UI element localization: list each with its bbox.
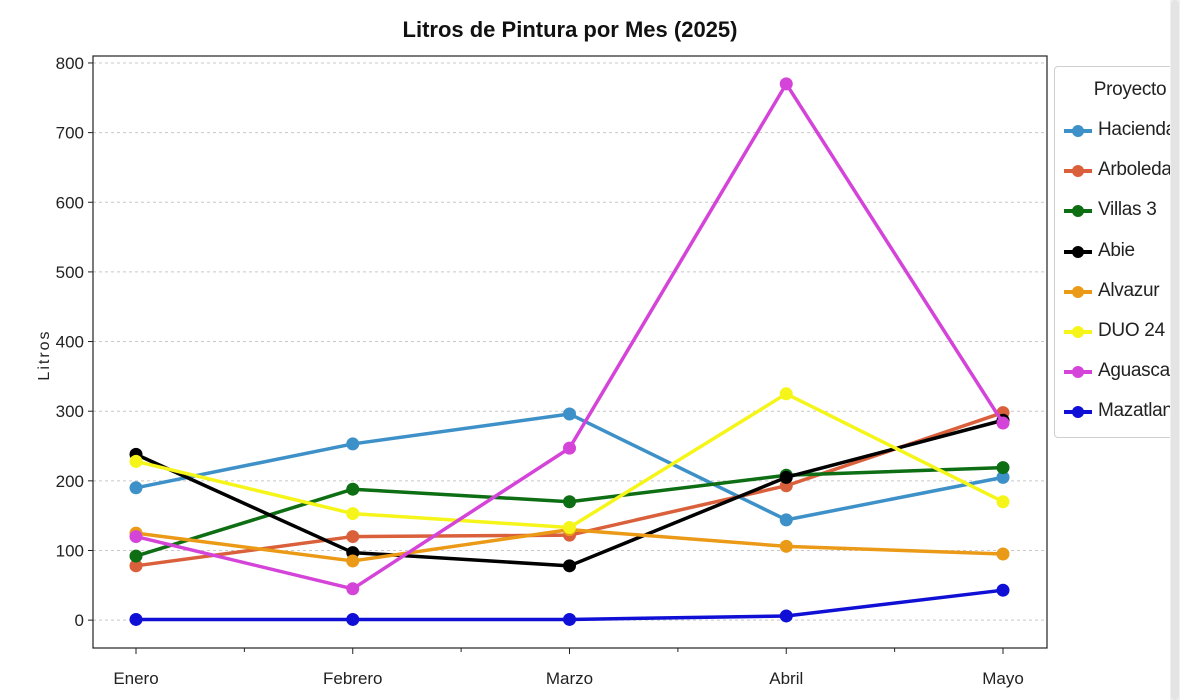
y-axis-ticks: 0 100 200 300 400 500 600 700 800 xyxy=(56,54,93,630)
data-point xyxy=(346,507,360,521)
x-axis-ticks: Enero Febrero Marzo Abril Mayo xyxy=(113,648,1024,688)
chart-title: Litros de Pintura por Mes (2025) xyxy=(403,17,738,42)
legend-item: Hacienda S xyxy=(1055,119,1180,149)
x-tick-label: Febrero xyxy=(323,669,383,688)
data-point xyxy=(563,559,576,573)
x-tick-label: Marzo xyxy=(546,669,593,688)
x-tick-label: Mayo xyxy=(982,669,1024,688)
legend-item: Arboleda xyxy=(1055,159,1180,189)
data-point xyxy=(129,559,143,573)
legend-swatch-marker xyxy=(1072,406,1084,419)
x-tick-label: Enero xyxy=(113,669,158,688)
legend-item: Abie xyxy=(1055,240,1180,270)
legend-title: Proyecto xyxy=(1093,79,1167,100)
data-point xyxy=(996,416,1010,430)
data-point xyxy=(129,530,143,544)
series xyxy=(129,387,1010,535)
series xyxy=(129,407,1010,527)
data-point xyxy=(563,441,576,455)
legend-swatch xyxy=(1064,285,1092,298)
legend-swatch xyxy=(1064,205,1092,218)
legend-swatch-marker xyxy=(1072,205,1084,218)
series xyxy=(129,583,1010,626)
legend-swatch-marker xyxy=(1072,125,1084,137)
data-point xyxy=(996,470,1010,484)
data-point xyxy=(779,470,793,484)
data-point xyxy=(129,549,143,563)
legend-item: Alvazur xyxy=(1055,280,1180,310)
y-axis-label: Litros xyxy=(36,329,53,380)
legend-label: Abie xyxy=(1098,239,1135,261)
legend-swatch-marker xyxy=(1072,165,1084,178)
data-point xyxy=(996,495,1010,509)
y-tick-label: 800 xyxy=(56,54,84,73)
data-point xyxy=(346,437,360,451)
legend-swatch xyxy=(1064,125,1092,137)
legend-label: Aguascalie xyxy=(1098,360,1180,382)
data-point xyxy=(996,547,1010,561)
series xyxy=(129,406,1010,573)
legend-label: Arboleda xyxy=(1098,159,1172,181)
scrollbar-thumb[interactable] xyxy=(1171,0,1179,700)
data-point xyxy=(129,454,143,468)
data-point xyxy=(779,539,793,553)
legend-label: Alvazur xyxy=(1098,279,1160,301)
data-point xyxy=(563,521,576,535)
y-tick-label: 300 xyxy=(56,402,84,421)
data-point xyxy=(779,387,793,401)
y-tick-label: 400 xyxy=(56,333,84,352)
y-tick-label: 600 xyxy=(56,193,84,212)
data-point xyxy=(563,612,576,626)
legend-item: Mazatlan xyxy=(1055,400,1180,430)
legend-item: Villas 3 xyxy=(1055,199,1180,229)
data-point xyxy=(346,530,360,544)
legend-swatch xyxy=(1064,165,1092,178)
data-point xyxy=(779,77,793,91)
data-point xyxy=(996,461,1010,475)
y-tick-label: 0 xyxy=(75,611,84,630)
legend-swatch-marker xyxy=(1072,366,1084,379)
legend: Proyecto Hacienda S Arboleda Villas 3 Abie A… xyxy=(1054,66,1180,438)
legend-label: Hacienda S xyxy=(1098,119,1180,140)
data-point xyxy=(563,495,576,509)
y-tick-label: 100 xyxy=(56,541,84,560)
legend-swatch xyxy=(1064,245,1092,258)
legend-swatch-marker xyxy=(1072,285,1084,298)
data-point xyxy=(346,482,360,496)
series xyxy=(129,77,1010,596)
data-point xyxy=(129,612,143,626)
data-point xyxy=(346,554,360,568)
data-point xyxy=(346,582,360,596)
legend-swatch xyxy=(1064,326,1092,338)
data-point xyxy=(563,407,576,421)
legend-swatch xyxy=(1064,366,1092,379)
data-point xyxy=(779,609,793,623)
legend-item: DUO 24 xyxy=(1055,320,1180,350)
legend-swatch-marker xyxy=(1072,326,1084,338)
vertical-scrollbar[interactable] xyxy=(1170,0,1180,700)
data-point xyxy=(346,612,360,626)
legend-swatch xyxy=(1064,406,1092,419)
data-point xyxy=(996,583,1010,597)
y-tick-label: 200 xyxy=(56,472,84,491)
series-lines xyxy=(129,77,1010,626)
y-tick-label: 500 xyxy=(56,263,84,282)
legend-label: DUO 24 xyxy=(1098,320,1165,341)
legend-label: Villas 3 xyxy=(1098,199,1157,221)
legend-label: Mazatlan xyxy=(1098,400,1173,422)
data-point xyxy=(779,513,793,527)
x-tick-label: Abril xyxy=(769,669,803,688)
legend-item: Aguascalie xyxy=(1055,360,1180,390)
legend-swatch-marker xyxy=(1072,245,1084,258)
y-tick-label: 700 xyxy=(56,124,84,143)
data-point xyxy=(129,481,143,495)
